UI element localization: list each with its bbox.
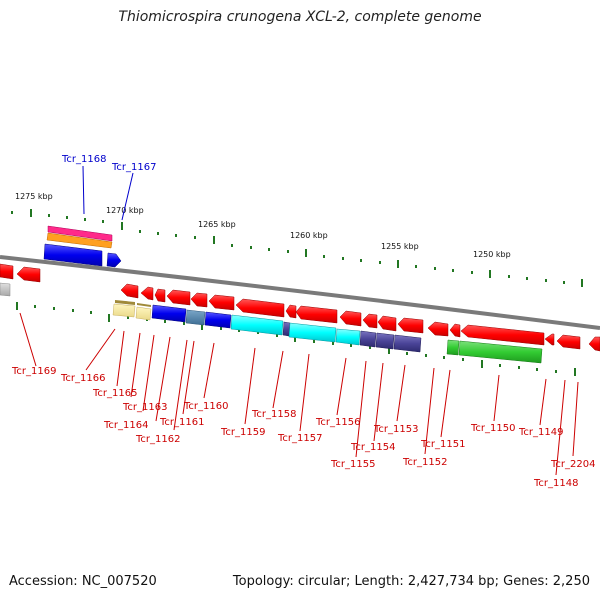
gene-label: Tcr_1167: [111, 162, 156, 173]
gene-arrow: [460, 324, 545, 346]
reverse-strand-genes: [0, 263, 600, 352]
gene-arrow: [235, 298, 285, 318]
accession-text: Accession: NC_007520: [9, 574, 157, 589]
gene-label: Tcr_1152: [402, 457, 447, 468]
gene-arrow: [154, 288, 166, 303]
gene-feature: [46, 232, 113, 249]
gene-feature: [47, 225, 113, 242]
gene-label: Tcr_1156: [315, 417, 360, 428]
gene-label: Tcr_1158: [251, 409, 296, 420]
gene-label: Tcr_1150: [470, 423, 515, 434]
top-leader-lines: [82, 165, 134, 221]
gene-arrow: [16, 266, 41, 283]
gene-label: Tcr_1169: [11, 366, 56, 377]
gene-arrow: [120, 283, 139, 299]
gene-label: Tcr_1162: [135, 434, 180, 445]
gene-arrow: [427, 321, 449, 337]
gene-label: Tcr_1151: [420, 439, 465, 450]
gene-label: Tcr_1159: [220, 427, 265, 438]
gene-arrow: [397, 317, 424, 334]
gene-arrow: [140, 286, 154, 301]
forward-strand-features: [43, 225, 122, 268]
kbp-label: 1255 kbp: [381, 242, 419, 251]
kbp-label: 1270 kbp: [106, 206, 144, 215]
gene-label: Tcr_1163: [122, 402, 167, 413]
gene-arrow: [588, 336, 600, 352]
gene-arrow: [285, 304, 297, 319]
gene-label: Tcr_1153: [373, 424, 418, 435]
gene-arrow: [190, 292, 208, 308]
gene-arrow: [339, 310, 362, 327]
gene-label: Tcr_1148: [533, 478, 578, 489]
gene-feature: [106, 252, 122, 268]
gene-label: Tcr_1160: [183, 401, 228, 412]
gene-feature: [43, 243, 103, 267]
gene-label: Tcr_1157: [277, 433, 322, 444]
gene-arrow: [362, 313, 378, 329]
kbp-label: 1260 kbp: [290, 231, 328, 240]
gene-arrow: [0, 263, 14, 280]
gene-arrow: [556, 334, 581, 350]
gene-arrow: [449, 323, 461, 338]
gene-label: Tcr_1165: [92, 388, 137, 399]
gene-arrow: [544, 333, 555, 346]
kbp-label: 1265 kbp: [198, 220, 236, 229]
kbp-label: 1275 kbp: [15, 192, 53, 201]
gene-label: Tcr_2204: [550, 459, 595, 470]
kbp-labels: 1275 kbp 1270 kbp 1265 kbp 1260 kbp 1255…: [15, 192, 511, 259]
genome-backbone: [0, 255, 600, 330]
gene-arrow: [208, 294, 235, 311]
gene-label: Tcr_1154: [350, 442, 395, 453]
gene-label: Tcr_1168: [61, 154, 106, 165]
gene-label: Tcr_1161: [159, 417, 204, 428]
genome-summary-text: Topology: circular; Length: 2,427,734 bp…: [232, 574, 590, 589]
gene-label: Tcr_1149: [518, 427, 563, 438]
top-gene-labels: Tcr_1168 Tcr_1167: [61, 154, 156, 173]
category-bars: [0, 282, 543, 364]
gene-label: Tcr_1164: [103, 420, 148, 431]
outer-ticks: [11, 209, 583, 287]
gene-label: Tcr_1166: [60, 373, 105, 384]
gene-label: Tcr_1155: [330, 459, 375, 470]
kbp-label: 1250 kbp: [473, 250, 511, 259]
gene-arrow: [377, 315, 397, 332]
map-title: Thiomicrospira crunogena XCL-2, complete…: [118, 9, 482, 25]
gene-arrow: [295, 305, 338, 324]
bottom-leader-lines: [19, 312, 579, 476]
bottom-gene-labels: Tcr_1169 Tcr_1166 Tcr_1165 Tcr_1163 Tcr_…: [11, 366, 595, 489]
gene-arrow: [166, 289, 191, 306]
